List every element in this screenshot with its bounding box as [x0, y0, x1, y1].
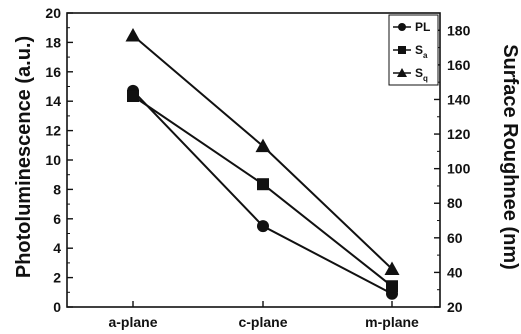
y-right-tick-label: 80: [447, 195, 463, 211]
data-point-pl: [257, 220, 269, 233]
x-tick-label: m-plane: [365, 314, 419, 330]
y-right-tick-label: 160: [447, 57, 471, 73]
y-axis-right-title: Surface Roughnee (nm): [499, 44, 521, 270]
series-line-sa: [132, 95, 393, 288]
y-right-tick-label: 40: [447, 264, 463, 280]
legend-label-subscript: a: [423, 51, 428, 60]
data-point-sa: [257, 178, 269, 191]
y-left-tick-label: 14: [45, 93, 61, 109]
legend-label: PL: [415, 20, 430, 34]
data-point-sq: [125, 27, 141, 42]
series-layer: [125, 27, 400, 300]
x-tick-label: a-plane: [108, 314, 157, 330]
series-line-sq: [132, 34, 393, 270]
y-left-tick-label: 8: [53, 181, 61, 197]
data-point-sa: [386, 280, 398, 293]
y-left-tick-label: 10: [45, 152, 61, 168]
axes-layer: 0 2 4 6 8 10 12 14 16 18 20 20 40 60 80 100 120 140 160 180…: [45, 5, 470, 330]
y-axis-left-title: Photoluminescence (a.u.): [13, 36, 35, 278]
legend-marker: [397, 68, 407, 77]
plot-frame: [66, 12, 441, 308]
y-right-tick-label: 180: [447, 22, 471, 38]
y-left-tick-label: 2: [53, 270, 61, 286]
data-point-sq: [255, 138, 271, 153]
y-left-tick-label: 4: [53, 240, 61, 256]
y-left-tick-label: 18: [45, 34, 61, 50]
y-right-tick-label: 100: [447, 161, 471, 177]
legend-label-subscript: q: [423, 74, 428, 83]
y-left-tick-label: 16: [45, 64, 61, 80]
y-left-tick-label: 12: [45, 123, 61, 139]
legend-marker: [398, 46, 406, 54]
data-point-sq: [384, 261, 400, 275]
legend-marker: [398, 23, 406, 31]
y-left-tick-label: 20: [45, 5, 61, 21]
y-right-tick-label: 140: [447, 91, 471, 107]
y-left-tick-label: 6: [53, 211, 61, 227]
x-tick-label: c-plane: [238, 314, 287, 330]
y-right-tick-label: 60: [447, 230, 463, 246]
data-point-sa: [127, 90, 139, 103]
y-right-tick-label: 120: [447, 126, 471, 142]
y-left-tick-label: 0: [53, 299, 61, 315]
y-right-tick-label: 20: [447, 299, 463, 315]
